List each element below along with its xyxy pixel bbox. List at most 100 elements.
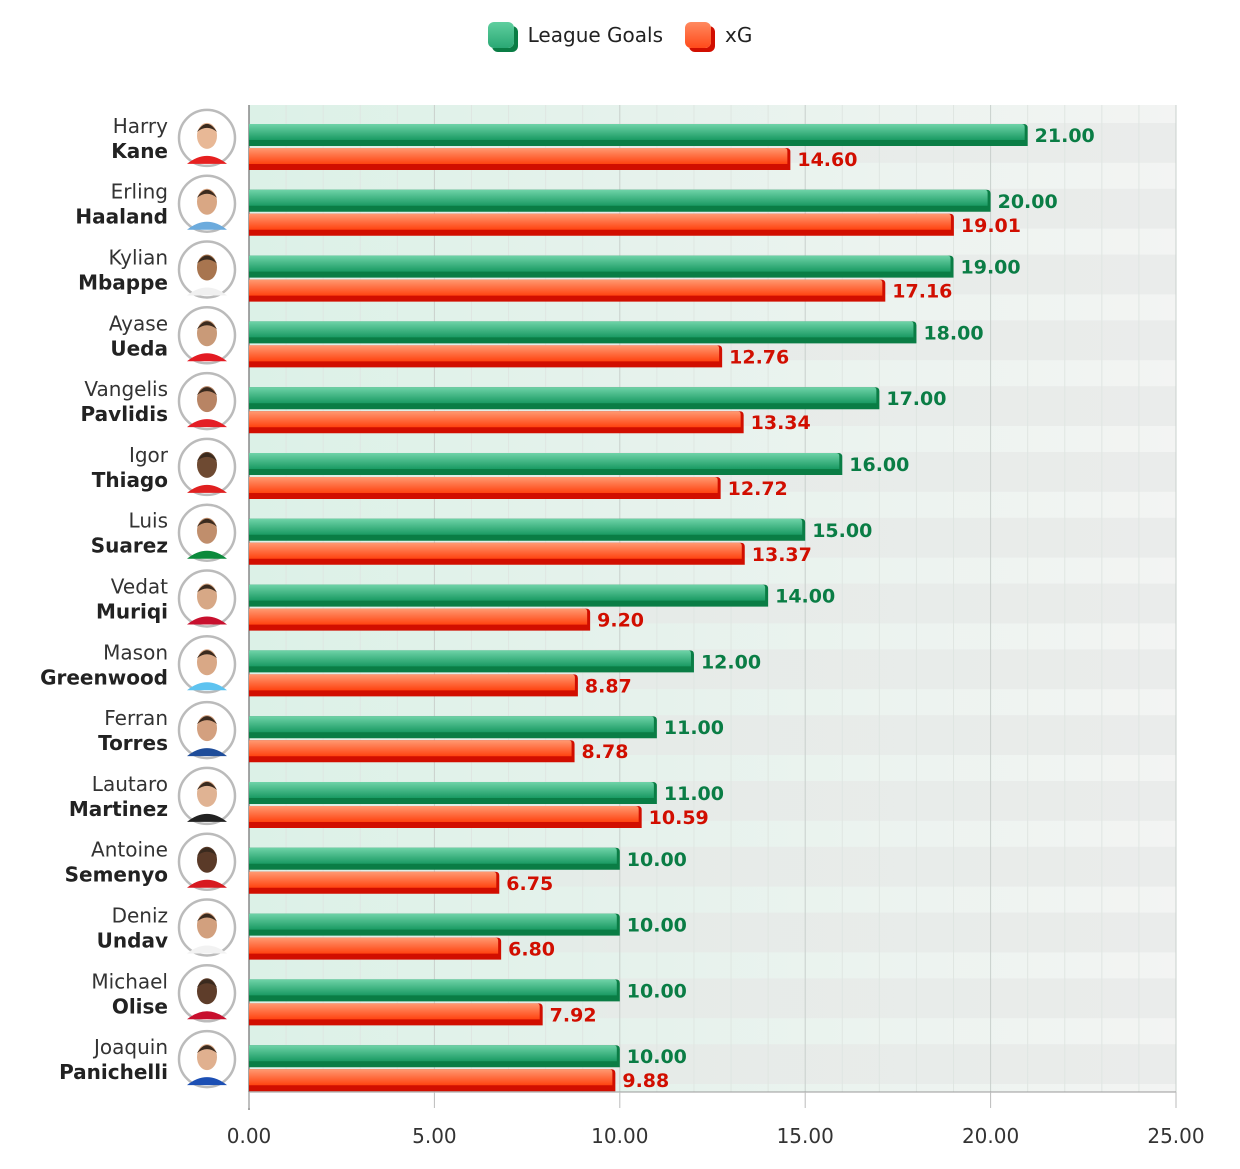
player-photo-avatar (177, 306, 237, 365)
league-goals-bar: 15.00 (249, 518, 872, 542)
league-goals-bar: 10.00 (249, 1045, 687, 1068)
bar-face (248, 937, 499, 954)
league-goals-bar: 20.00 (249, 189, 1058, 213)
player-photo-avatar (177, 832, 237, 891)
bar-face (249, 806, 639, 822)
xg-bar: 6.80 (248, 937, 555, 961)
avatar-face (197, 978, 217, 1005)
player-photo-avatar (177, 1029, 237, 1089)
bar-face (249, 674, 575, 691)
data-label: 12.76 (729, 346, 789, 368)
xg-bar: 12.76 (249, 345, 789, 368)
player-last-name: Muriqi (96, 600, 168, 624)
player-first-name: Mason (103, 640, 168, 664)
legend-item-league-goals[interactable]: League Goals (487, 22, 663, 48)
bar-face (249, 477, 718, 493)
avatar-shirt (187, 353, 227, 362)
xg-bar: 14.60 (249, 148, 857, 171)
xg-bar: 7.92 (248, 1003, 597, 1026)
bar-face (249, 716, 654, 733)
avatar-hair (197, 979, 217, 988)
data-label: 10.00 (627, 980, 687, 1002)
bar-face (249, 345, 720, 362)
bar-face (248, 124, 1025, 140)
bar-face (249, 542, 742, 559)
bar-face (249, 782, 654, 798)
x-tick-label: 5.00 (412, 1124, 457, 1148)
league-goals-bar: 17.00 (249, 387, 946, 410)
player-last-name: Haaland (75, 205, 168, 229)
avatar-face (197, 846, 217, 873)
avatar-shirt (187, 748, 227, 757)
bar-face (249, 584, 766, 601)
avatar-shirt (187, 616, 227, 625)
player-first-name: Michael (91, 969, 168, 993)
league-goals-bar: 21.00 (248, 124, 1095, 147)
data-label: 13.37 (752, 544, 812, 566)
player-photo-avatar (177, 174, 237, 233)
player-first-name: Vangelis (84, 377, 168, 401)
x-tick-label: 25.00 (1147, 1124, 1204, 1148)
avatar-shirt (187, 155, 227, 164)
legend: League Goals xG (0, 22, 1240, 48)
avatar-hair (197, 518, 217, 527)
data-label: 9.88 (622, 1070, 669, 1092)
avatar-hair (197, 781, 217, 790)
bar-face (249, 913, 617, 930)
data-label: 19.01 (961, 215, 1021, 237)
bar-face (249, 255, 951, 272)
bar-face (249, 213, 951, 230)
league-goals-bar: 10.00 (249, 847, 687, 871)
xg-bar: 19.01 (249, 213, 1021, 237)
player-last-name: Mbappe (78, 271, 168, 295)
bar-face (248, 740, 572, 757)
avatar-shirt (187, 419, 227, 428)
legend-item-xg[interactable]: xG (685, 22, 752, 48)
data-label: 12.00 (701, 651, 761, 673)
avatar-face (197, 451, 217, 478)
avatar-face (197, 583, 217, 610)
player-photo-avatar (177, 240, 237, 299)
avatar-shirt (187, 1011, 227, 1020)
bar-face (248, 1003, 540, 1020)
bar-face (249, 1069, 613, 1086)
avatar-face (197, 254, 217, 281)
bar-face (249, 1045, 617, 1062)
bar-face (249, 148, 788, 164)
player-last-name: Greenwood (40, 665, 168, 689)
player-first-name: Lautaro (92, 772, 168, 796)
player-photo-avatar (177, 964, 237, 1023)
xg-bar: 13.34 (249, 411, 811, 434)
avatar-face (197, 780, 217, 807)
data-label: 8.78 (582, 741, 629, 763)
player-first-name: Harry (113, 114, 168, 138)
avatar-hair (197, 1045, 217, 1054)
bar-face (249, 279, 883, 296)
player-photo-avatar (177, 766, 237, 826)
league-goals-bar: 18.00 (249, 321, 984, 344)
legend-swatch-red (685, 22, 711, 48)
player-photo-avatar (177, 635, 237, 694)
data-label: 21.00 (1035, 125, 1095, 147)
avatar-face (197, 649, 217, 676)
bar-face (248, 650, 691, 667)
league-goals-bar: 16.00 (249, 453, 909, 476)
data-label: 14.60 (797, 149, 857, 171)
avatar-face (197, 122, 217, 149)
player-last-name: Pavlidis (81, 402, 168, 426)
avatar-shirt (187, 879, 227, 888)
player-photo-avatar (177, 108, 237, 168)
xg-bar: 8.78 (248, 740, 629, 763)
